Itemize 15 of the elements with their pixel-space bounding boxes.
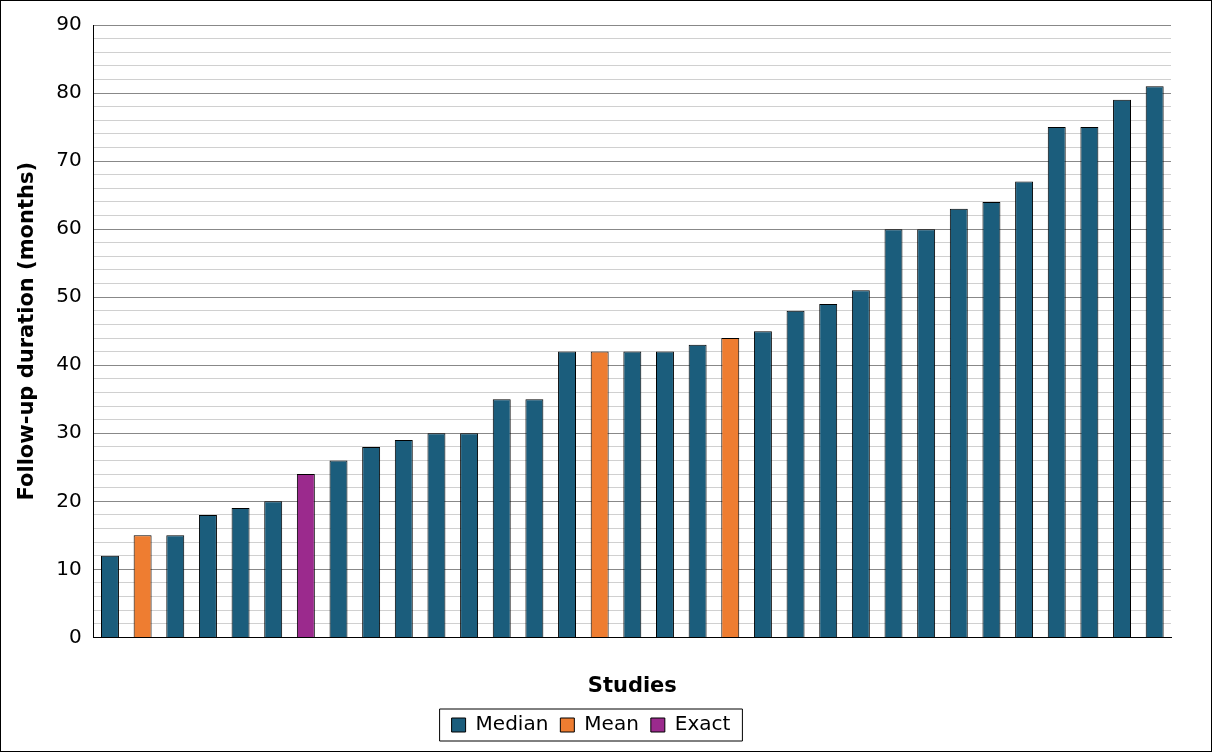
y-tick-label: 20 (56, 487, 82, 512)
legend-label: Mean (584, 711, 639, 736)
y-tick-label: 80 (56, 79, 82, 104)
y-tick-label: 70 (56, 147, 82, 172)
x-axis-title: Studies (587, 672, 677, 697)
y-tick-label: 40 (56, 351, 82, 376)
y-tick-label: 90 (56, 11, 82, 36)
legend-label: Median (475, 711, 549, 736)
legend-label: Exact (674, 711, 731, 736)
y-tick-label: 50 (56, 283, 82, 308)
y-tick-label: 60 (56, 215, 82, 240)
y-tick-label: 10 (56, 555, 82, 580)
y-axis-title: Follow-up duration (months) (14, 161, 39, 501)
y-tick-label: 30 (56, 419, 82, 444)
y-tick-label: 0 (68, 623, 82, 648)
